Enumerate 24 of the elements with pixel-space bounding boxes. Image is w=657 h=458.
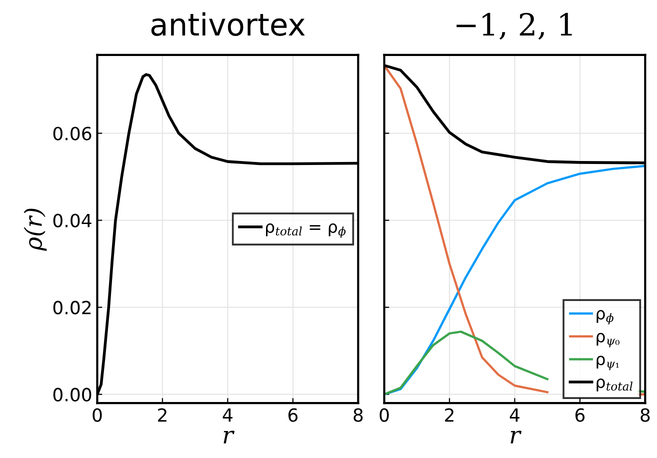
legend-label: ρ$_{total}$ <box>596 378 633 392</box>
y-axis-title: ρ(r) <box>24 208 47 252</box>
x-tick-label: 8 <box>354 408 363 422</box>
y-tick-label: 0.04 <box>53 214 92 228</box>
legend-label: ρ$_{total}$ = ρ$_{ϕ}$ <box>266 223 346 238</box>
legend-label: ρ$_{ψ₁}$ <box>596 356 619 370</box>
chart-title: −1, 2, 1 <box>456 12 572 40</box>
y-tick-label: 0.00 <box>53 388 92 402</box>
legend-label: ρ$_{ψ₀}$ <box>596 332 620 348</box>
chart-title: antivortex <box>151 12 305 36</box>
y-tick-label: 0.06 <box>53 126 92 140</box>
x-tick-label: 2 <box>158 408 166 422</box>
x-tick-label: 4 <box>222 408 232 422</box>
x-tick-label: 2 <box>445 408 454 422</box>
x-tick-label: 6 <box>575 408 585 422</box>
x-tick-label: 0 <box>92 408 102 422</box>
x-tick-label: 0 <box>380 408 389 422</box>
x-tick-label: 4 <box>510 408 520 422</box>
y-tick-label: 0.02 <box>53 300 91 314</box>
legend-label: ρ$_{ϕ}$ <box>596 310 614 324</box>
x-tick-label: 6 <box>288 408 298 422</box>
x-tick-label: 8 <box>640 408 650 422</box>
x-axis-title: r <box>224 430 235 444</box>
x-axis-title: r <box>510 430 522 444</box>
